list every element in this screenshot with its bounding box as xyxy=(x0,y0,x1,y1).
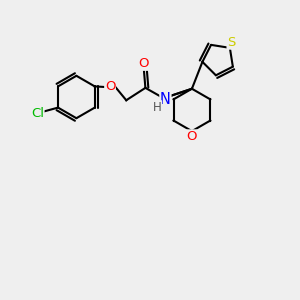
Text: O: O xyxy=(187,130,197,143)
Text: O: O xyxy=(105,80,115,94)
Text: Cl: Cl xyxy=(31,107,44,120)
Text: S: S xyxy=(227,36,236,49)
Text: H: H xyxy=(153,101,161,114)
Text: N: N xyxy=(160,92,171,106)
Text: O: O xyxy=(139,57,149,70)
